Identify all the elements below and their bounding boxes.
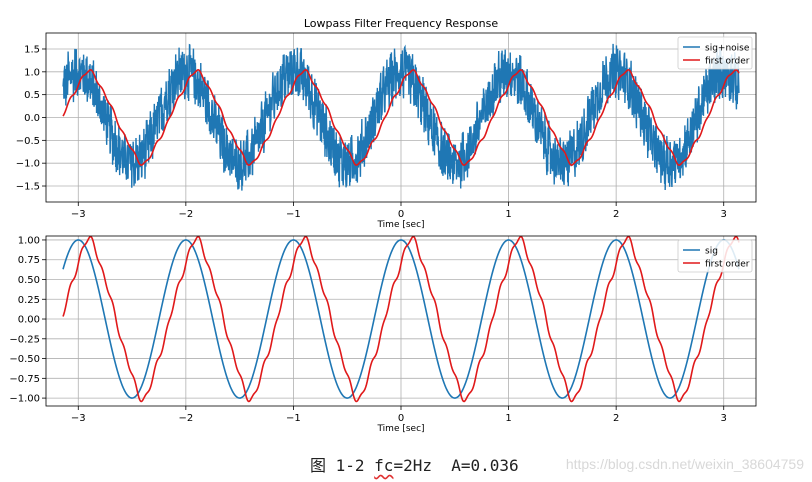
y-tick-label: −0.5 <box>16 136 40 147</box>
y-tick-label: 0.00 <box>18 315 40 326</box>
x-tick-label: 3 <box>721 209 727 220</box>
caption-row: 图 1-2 fc=2Hz A=0.036 https://blog.csdn.n… <box>0 448 812 478</box>
legend-box <box>677 36 753 70</box>
figure-caption: 图 1-2 fc=2Hz A=0.036 <box>310 452 519 476</box>
x-tick-label: 1 <box>505 413 511 424</box>
y-tick-label: 1.0 <box>24 67 40 78</box>
series-lines <box>62 236 740 403</box>
y-tick-label: −1.5 <box>16 182 40 193</box>
x-tick-label: −1 <box>286 209 301 220</box>
x-tick-label: −2 <box>178 413 193 424</box>
y-tick-label: 0.50 <box>18 275 40 286</box>
legend-label: first order <box>705 260 750 270</box>
y-tick-label: 0.0 <box>24 113 40 124</box>
caption-fc: fc <box>374 456 394 475</box>
legend-label: sig <box>705 247 718 257</box>
x-tick-label: 3 <box>721 413 727 424</box>
chart-1: −3 −2 −1 0 1 2 3 −1.5 −1.0 −0.5 0.0 0.5 1.0 1.5 Lowpas… <box>16 17 757 230</box>
legend: sig first order <box>677 239 753 273</box>
y-tick-label: 1.00 <box>18 235 40 246</box>
y-tick-label: −0.25 <box>9 334 40 345</box>
x-tick-label: −2 <box>178 209 193 220</box>
chart-title: Lowpass Filter Frequency Response <box>304 17 498 30</box>
y-tick-label: 0.75 <box>18 255 40 266</box>
series-first-order <box>62 69 740 166</box>
figure: −3 −2 −1 0 1 2 3 −1.5 −1.0 −0.5 0.0 0.5 1.0 1.5 Lowpas… <box>9 17 757 434</box>
caption-prefix: 图 1-2 <box>310 456 375 475</box>
y-tick-label: 1.5 <box>24 44 40 55</box>
series-sig-noise <box>62 43 740 191</box>
grid-lines <box>46 236 756 406</box>
legend: sig+noise first order <box>677 36 753 70</box>
x-tick-label: 0 <box>398 413 404 424</box>
x-tick-label: 1 <box>505 209 511 220</box>
x-tick-label: 2 <box>613 413 619 424</box>
y-tick-label: −0.50 <box>9 354 40 365</box>
y-tick-label: −1.0 <box>16 159 40 170</box>
watermark: https://blog.csdn.net/weixin_38604759 <box>565 456 804 472</box>
series-lines <box>62 43 740 191</box>
x-axis-label: Time [sec] <box>376 220 424 230</box>
y-tick-label: 0.5 <box>24 90 40 101</box>
legend-label: first order <box>705 57 750 67</box>
x-tick-label: −1 <box>286 413 301 424</box>
x-ticks: −3 −2 −1 0 1 2 3 <box>71 406 727 424</box>
x-ticks: −3 −2 −1 0 1 2 3 <box>71 202 727 220</box>
y-tick-label: 0.25 <box>18 295 40 306</box>
x-tick-label: −3 <box>71 413 86 424</box>
legend-label: sig+noise <box>705 44 750 54</box>
caption-suffix: =2Hz A=0.036 <box>393 456 519 475</box>
series-first-order <box>62 236 740 403</box>
y-tick-label: −1.00 <box>9 394 40 405</box>
x-axis-label: Time [sec] <box>376 424 424 434</box>
y-tick-label: −0.75 <box>9 374 40 385</box>
x-tick-label: −3 <box>71 209 86 220</box>
legend-box <box>677 239 753 273</box>
y-ticks: −1.5 −1.0 −0.5 0.0 0.5 1.0 1.5 <box>16 44 46 193</box>
y-ticks: −1.00 −0.75 −0.50 −0.25 0.00 0.25 0.50 0.75 1.00 <box>9 235 46 405</box>
chart-2: −3 −2 −1 0 1 2 3 −1.00 −0.75 −0.50 −0.25 0.00 0.25 0.… <box>9 235 757 434</box>
x-tick-label: 2 <box>613 209 619 220</box>
x-tick-label: 0 <box>398 209 404 220</box>
series-sig <box>62 239 740 399</box>
